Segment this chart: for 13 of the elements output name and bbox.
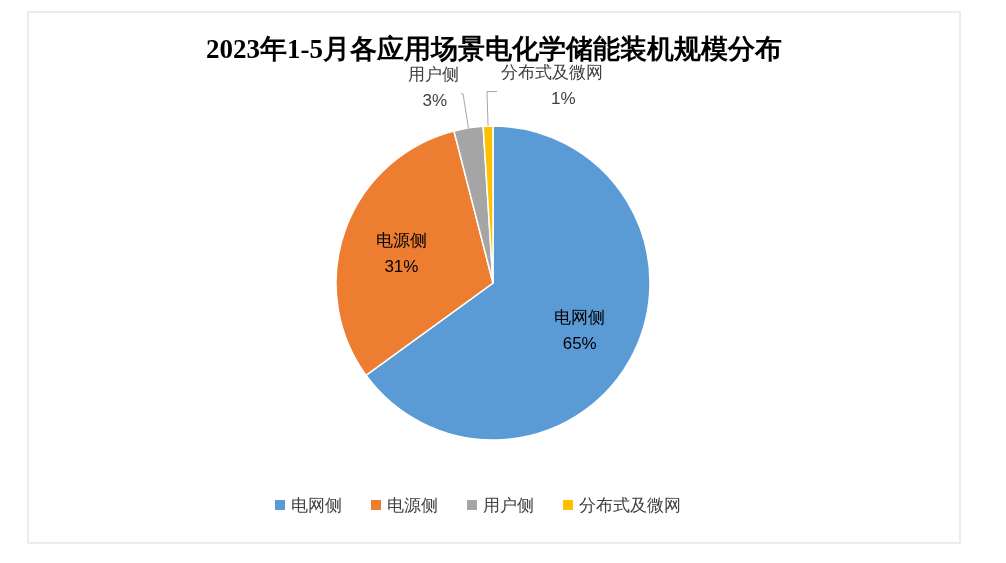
chart-title: 2023年1-5月各应用场景电化学储能装机规模分布 (206, 34, 782, 64)
data-label: 31% (384, 257, 419, 277)
legend-label: 分布式及微网 (579, 496, 681, 515)
legend-label: 电源侧 (387, 496, 438, 515)
legend-label: 用户侧 (483, 496, 534, 515)
data-label: 3% (422, 90, 448, 110)
data-label: 1% (550, 88, 576, 108)
data-label: 65% (562, 334, 597, 354)
slice-label: 电网侧 (554, 308, 606, 328)
slice-label: 电源侧 (375, 231, 427, 251)
slice-label: 用户侧 (408, 64, 460, 84)
legend-label: 电网侧 (291, 496, 342, 515)
slice-label: 分布式及微网 (500, 62, 603, 82)
